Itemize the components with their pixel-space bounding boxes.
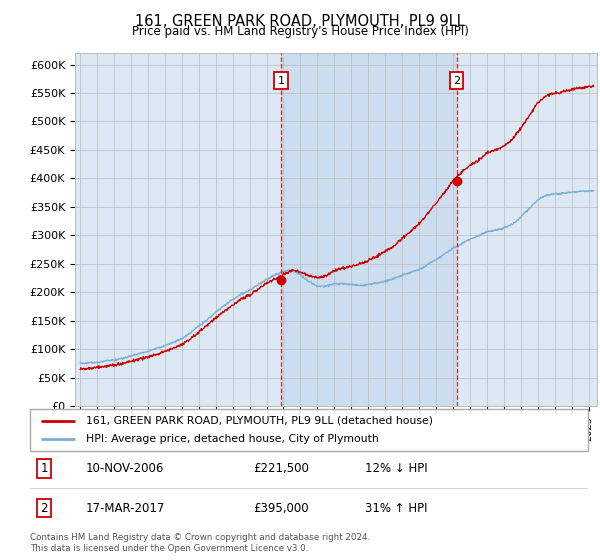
Text: Price paid vs. HM Land Registry's House Price Index (HPI): Price paid vs. HM Land Registry's House … (131, 25, 469, 38)
Text: 2: 2 (40, 502, 48, 515)
Text: 2: 2 (453, 76, 460, 86)
Text: 10-NOV-2006: 10-NOV-2006 (86, 462, 164, 475)
Text: Contains HM Land Registry data © Crown copyright and database right 2024.
This d: Contains HM Land Registry data © Crown c… (30, 533, 370, 553)
Text: HPI: Average price, detached house, City of Plymouth: HPI: Average price, detached house, City… (86, 434, 379, 444)
Text: 1: 1 (40, 462, 48, 475)
Text: 12% ↓ HPI: 12% ↓ HPI (365, 462, 427, 475)
Text: 1: 1 (278, 76, 284, 86)
Text: 17-MAR-2017: 17-MAR-2017 (86, 502, 165, 515)
Text: £221,500: £221,500 (253, 462, 309, 475)
Text: £395,000: £395,000 (253, 502, 309, 515)
FancyBboxPatch shape (30, 409, 588, 451)
Bar (281, 53, 457, 406)
Text: 31% ↑ HPI: 31% ↑ HPI (365, 502, 427, 515)
Text: 161, GREEN PARK ROAD, PLYMOUTH, PL9 9LL (detached house): 161, GREEN PARK ROAD, PLYMOUTH, PL9 9LL … (86, 416, 433, 426)
Text: 161, GREEN PARK ROAD, PLYMOUTH, PL9 9LL: 161, GREEN PARK ROAD, PLYMOUTH, PL9 9LL (135, 14, 465, 29)
